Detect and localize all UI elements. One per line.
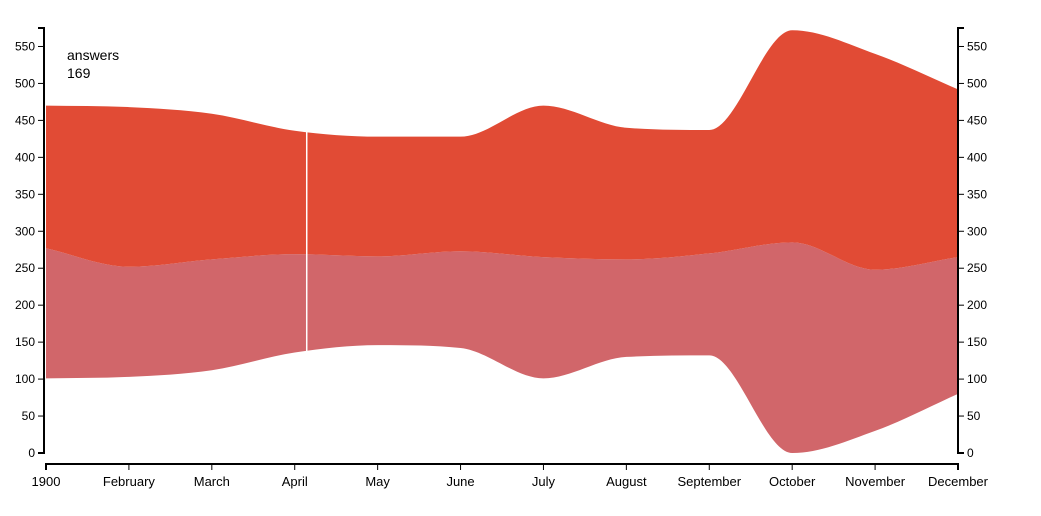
y-axis-line-left <box>38 27 45 454</box>
y-tick-label-left-450: 450 <box>15 113 35 127</box>
y-tick-label-right-50: 50 <box>967 409 981 423</box>
y-tick-label-right-450: 450 <box>967 113 987 127</box>
y-axis-line-right <box>957 27 964 454</box>
y-tick-label-left-250: 250 <box>15 261 35 275</box>
x-tick-label-1: February <box>103 474 156 489</box>
x-tick-label-4: May <box>365 474 390 489</box>
y-tick-label-left-0: 0 <box>28 446 35 460</box>
y-tick-label-left-50: 50 <box>22 409 36 423</box>
x-tick-label-7: August <box>606 474 647 489</box>
y-tick-label-right-400: 400 <box>967 150 987 164</box>
y-tick-label-right-200: 200 <box>967 298 987 312</box>
x-tick-label-3: April <box>282 474 308 489</box>
y-tick-label-left-150: 150 <box>15 335 35 349</box>
x-tick-label-8: September <box>677 474 741 489</box>
tooltip-series-label: answers <box>67 47 119 63</box>
y-tick-label-right-100: 100 <box>967 372 987 386</box>
y-tick-label-left-350: 350 <box>15 187 35 201</box>
x-tick-label-5: June <box>446 474 474 489</box>
y-tick-label-left-550: 550 <box>15 39 35 53</box>
x-tick-label-2: March <box>194 474 230 489</box>
y-tick-label-right-0: 0 <box>967 446 974 460</box>
x-axis: 1900 February March April May June July August S… <box>32 463 989 489</box>
x-axis-line <box>45 463 959 470</box>
x-tick-label-6: July <box>532 474 556 489</box>
y-tick-label-right-300: 300 <box>967 224 987 238</box>
x-tick-label-11: December <box>928 474 989 489</box>
y-axis-right: 0 50 100 150 200 250 300 350 400 450 500 550 <box>957 27 987 460</box>
y-tick-label-right-350: 350 <box>967 187 987 201</box>
y-tick-label-left-200: 200 <box>15 298 35 312</box>
tooltip-value: 169 <box>67 65 91 81</box>
x-tick-label-0: 1900 <box>32 474 61 489</box>
y-tick-label-right-500: 500 <box>967 76 987 90</box>
tooltip: answers 169 <box>67 47 119 81</box>
y-tick-label-right-250: 250 <box>967 261 987 275</box>
y-tick-label-right-150: 150 <box>967 335 987 349</box>
y-tick-label-left-100: 100 <box>15 372 35 386</box>
y-tick-label-left-500: 500 <box>15 76 35 90</box>
series-layer <box>46 30 958 453</box>
series-area-2 <box>46 30 958 270</box>
y-tick-label-left-300: 300 <box>15 224 35 238</box>
y-tick-label-right-550: 550 <box>967 39 987 53</box>
x-tick-label-10: November <box>845 474 906 489</box>
y-axis-left: 0 50 100 150 200 250 300 350 400 450 500 550 <box>15 27 45 460</box>
x-tick-label-9: October <box>769 474 816 489</box>
series-area-1 <box>46 242 958 453</box>
y-tick-label-left-400: 400 <box>15 150 35 164</box>
